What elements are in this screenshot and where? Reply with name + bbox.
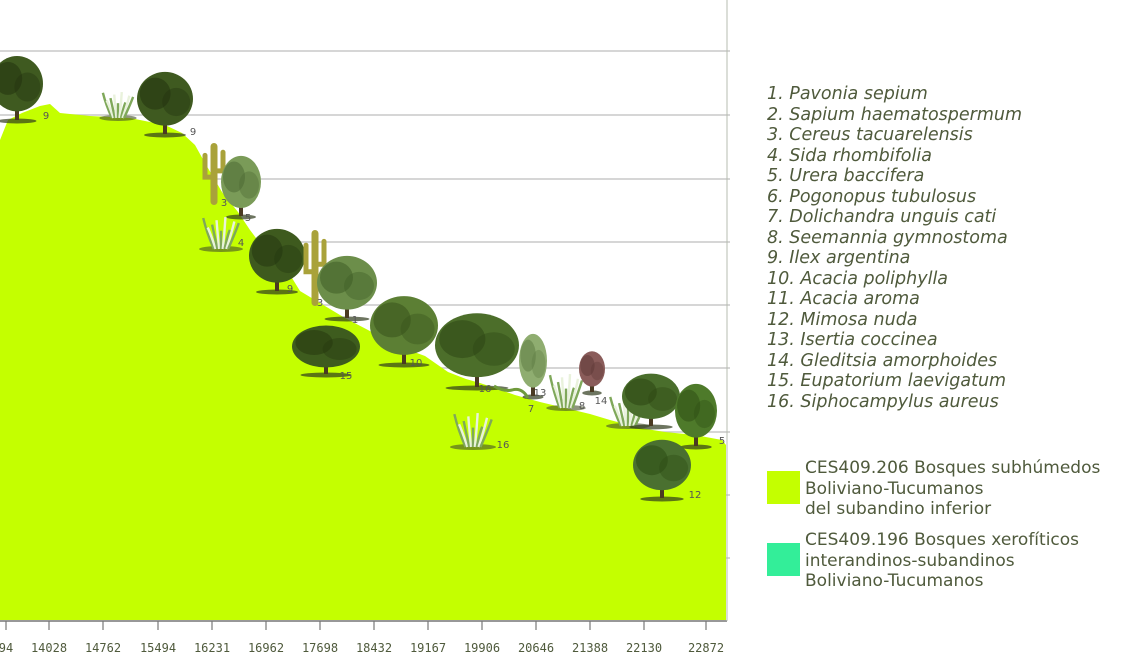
x-tick-label: 19906 <box>464 641 500 655</box>
legend-swatch <box>767 543 800 576</box>
legend-label-line: interandinos-subandinos <box>805 550 1015 571</box>
species-item: 16. Siphocampylus aureus <box>767 391 999 412</box>
legend-label: CES409.206 Bosques subhúmedos Boliviano-… <box>805 458 1100 520</box>
x-tick-label: 22872 <box>688 641 724 655</box>
species-item: 6. Pogonopus tubulosus <box>767 186 977 207</box>
species-item: 5. Urera baccifera <box>767 166 925 186</box>
plant-number-label: 9 <box>43 111 49 122</box>
plant-number-label: 9 <box>190 127 196 138</box>
tree-icon <box>0 55 43 124</box>
tree-icon <box>675 383 717 450</box>
species-item: 12. Mimosa nuda <box>767 309 918 330</box>
plant-number-label: 7 <box>528 404 534 415</box>
legend-label-line: CES409.206 Bosques subhúmedos <box>805 458 1101 478</box>
plant-number-label: 15 <box>340 371 353 382</box>
plant-number-label: 9 <box>287 284 293 295</box>
plant-number-label: 16 <box>497 440 510 451</box>
shrub-icon <box>449 412 497 450</box>
species-item: 2. Sapium haematospermum <box>767 104 1023 125</box>
species-item: 4. Sida rhombifolia <box>767 145 932 166</box>
plant-number-label: 1 <box>352 315 358 326</box>
x-tick-label: 94 <box>0 641 13 655</box>
tree-icon <box>137 71 193 138</box>
species-item: 9. Ilex argentina <box>767 248 911 268</box>
plant-number-label: 5 <box>719 436 725 447</box>
species-item: 10. Acacia poliphylla <box>767 268 949 289</box>
legend-swatch <box>767 471 800 504</box>
legend-label-line: Boliviano-Tucumanos <box>805 478 984 499</box>
terrain-area <box>0 104 726 620</box>
species-item: 1. Pavonia sepium <box>767 84 928 104</box>
tree-icon <box>292 325 360 378</box>
species-item: 3. Cereus tacuarelensis <box>767 125 973 145</box>
legend-label-line: Boliviano-Tucumanos <box>805 571 984 591</box>
x-tick-label: 17698 <box>302 641 338 655</box>
tree-icon <box>519 333 547 400</box>
species-item: 8. Seemannia gymnostoma <box>767 227 1008 248</box>
legend-label-line: CES409.196 Bosques xerofíticos <box>805 530 1080 550</box>
plant-number-label: 8 <box>579 401 585 412</box>
x-tick-label: 21388 <box>572 641 608 655</box>
plant-number-label: 16 <box>479 384 492 395</box>
plant-number-label: 4 <box>238 238 244 249</box>
cactus-icon <box>303 230 327 306</box>
shrub-icon <box>546 373 586 411</box>
tree-icon <box>249 228 305 295</box>
legend-label: CES409.196 Bosques xerofíticos interandi… <box>805 530 1079 592</box>
tree-icon <box>579 351 605 396</box>
x-tick-label: 15494 <box>140 641 176 655</box>
tree-icon <box>221 155 261 220</box>
plant-number-label: 10 <box>410 358 423 369</box>
x-tick-label: 14762 <box>85 641 121 655</box>
x-tick-label: 18432 <box>356 641 392 655</box>
tree-icon <box>622 373 680 430</box>
species-item: 15. Eupatorium laevigatum <box>767 371 1007 391</box>
x-tick-label: 20646 <box>518 641 554 655</box>
tree-icon <box>435 313 519 391</box>
species-item: 13. Isertia coccinea <box>767 330 938 350</box>
x-tick-label: 16231 <box>194 641 230 655</box>
species-list: 1. Pavonia sepium 2. Sapium haematosperm… <box>767 84 1022 412</box>
legend-label-line: del subandino inferior <box>805 499 992 519</box>
tree-icon <box>317 255 377 322</box>
plant-number-label: 3 <box>221 198 227 209</box>
tree-icon <box>633 439 691 502</box>
plant-number-label: 14 <box>595 396 608 407</box>
x-tick-label: 16962 <box>248 641 284 655</box>
shrub-icon <box>199 216 243 252</box>
plant-number-label: 13 <box>534 388 547 399</box>
species-item: 11. Acacia aroma <box>767 289 920 309</box>
tree-icon <box>370 296 438 368</box>
plant-number-label: 12 <box>689 490 702 501</box>
x-tick-label: 19167 <box>410 641 446 655</box>
plant-number-label: 5 <box>245 213 251 224</box>
x-tick-label: 14028 <box>31 641 67 655</box>
x-tick-label: 22130 <box>626 641 662 655</box>
vine-icon <box>493 384 530 399</box>
species-item: 7. Dolichandra unguis cati <box>767 207 997 227</box>
species-item: 14. Gleditsia amorphoides <box>767 350 998 371</box>
shrub-icon <box>99 91 137 121</box>
plant-number-label: 3 <box>317 298 323 309</box>
